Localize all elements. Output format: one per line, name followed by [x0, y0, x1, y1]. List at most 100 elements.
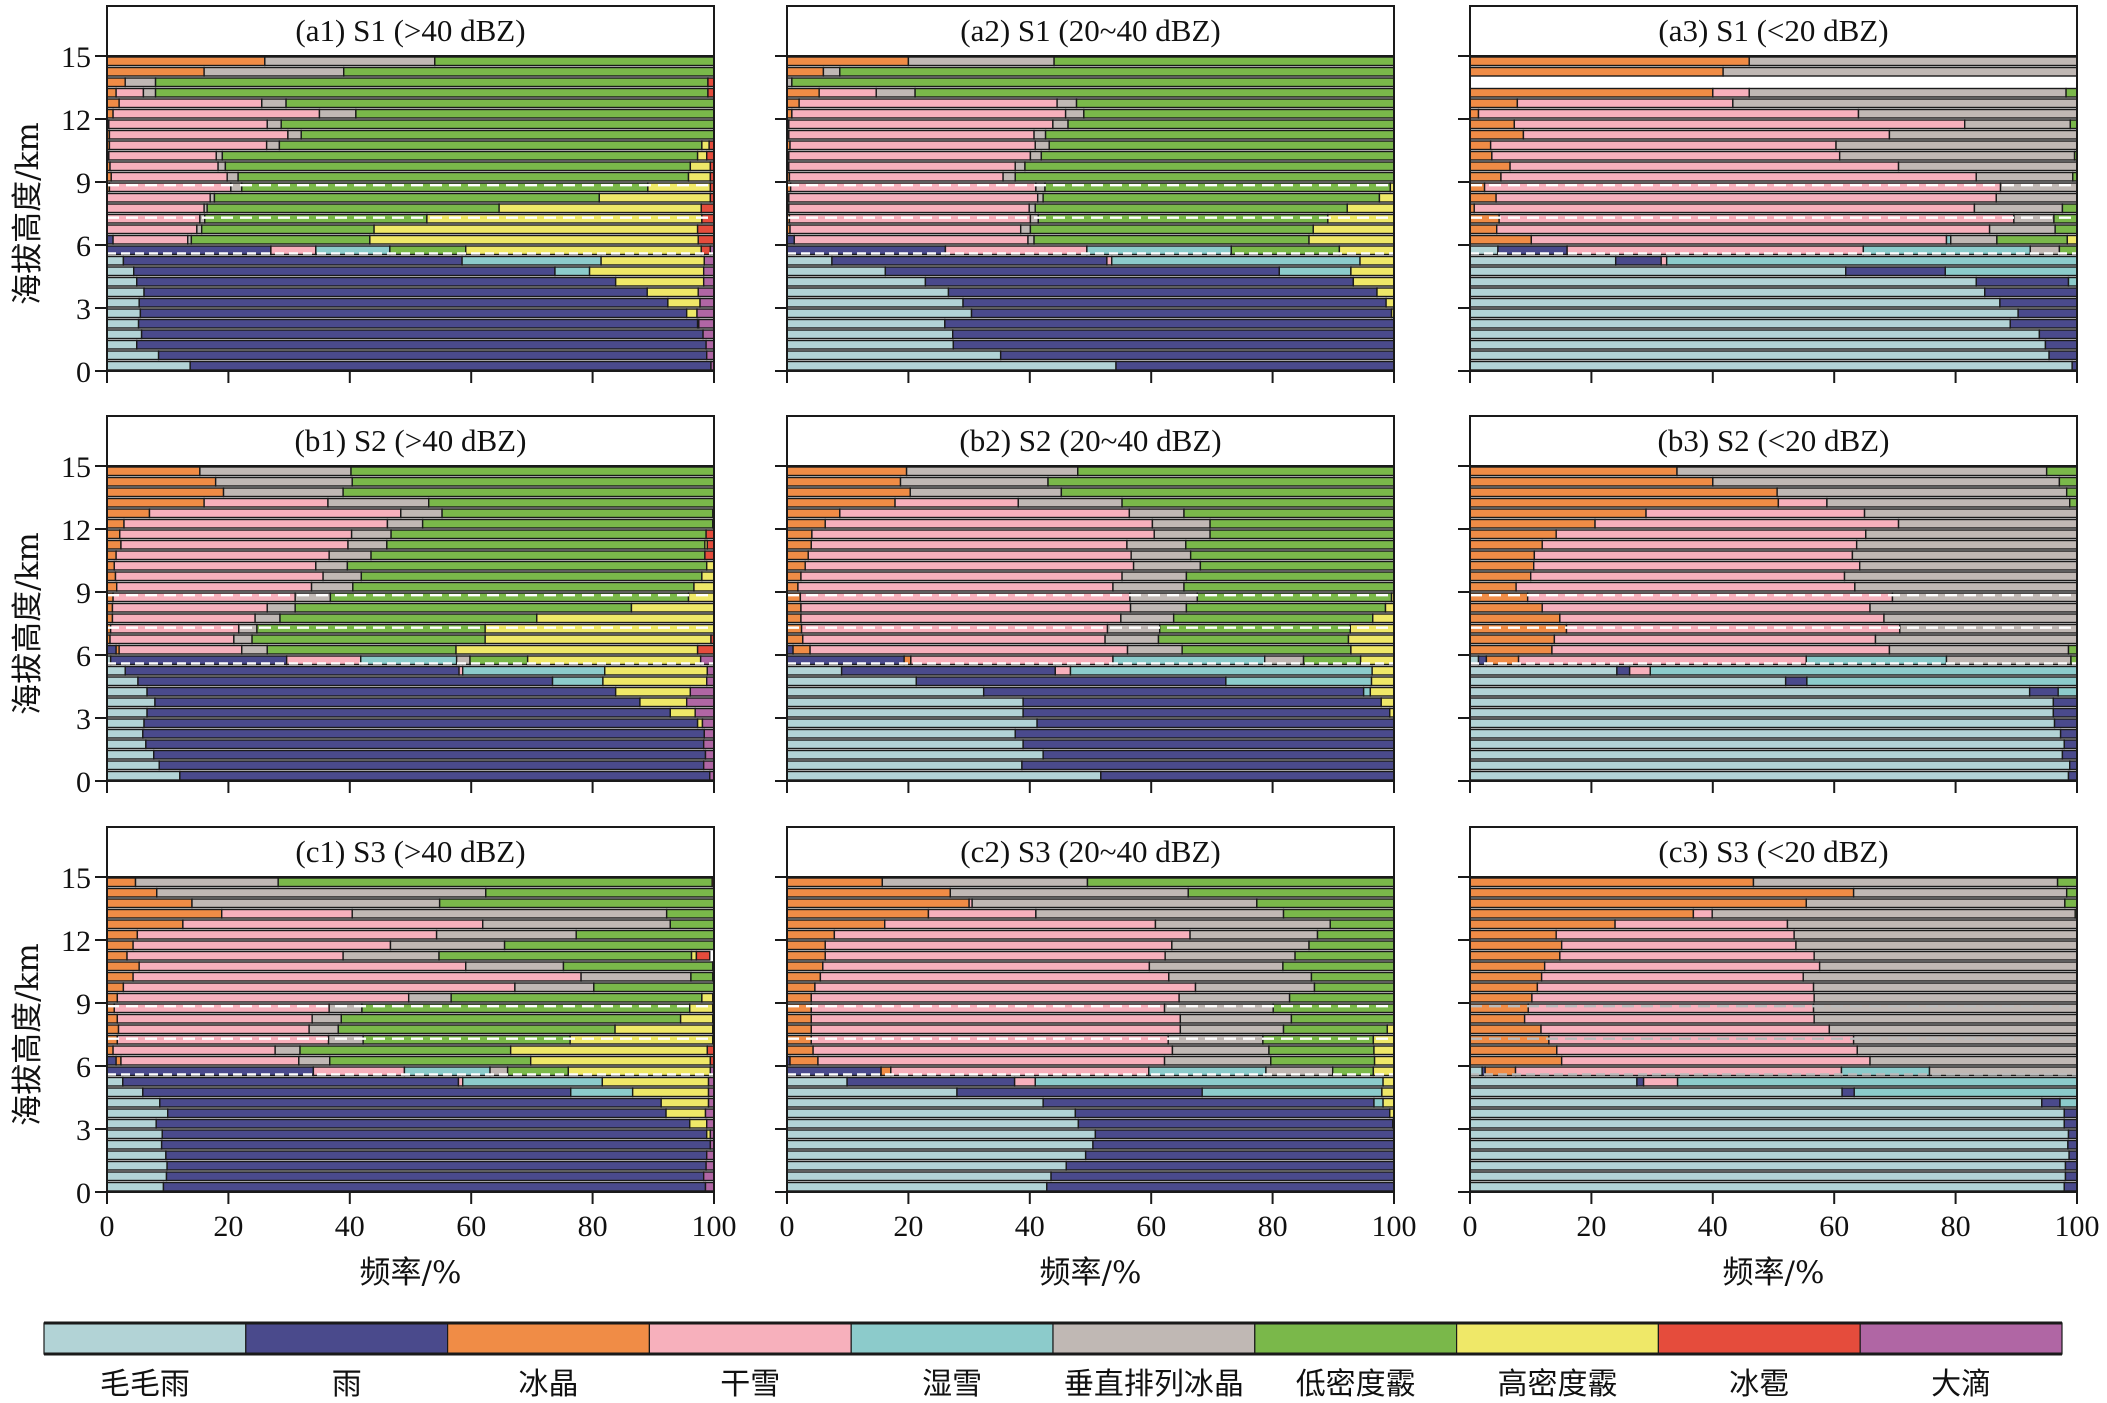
- bar-segment-dry-snow: [109, 161, 219, 172]
- bar-segment-low-density-graupel: [346, 560, 708, 571]
- bar-segment-vertical-ice: [1995, 192, 2078, 203]
- bar-segment-drizzle: [106, 339, 138, 350]
- bar-segment-vertical-ice: [1163, 1003, 1274, 1014]
- bar-segment-big-drops: [694, 707, 715, 718]
- panel-title: (a2) S1 (20~40 dBZ): [960, 13, 1220, 48]
- bar-segment-ice-crystal: [786, 581, 799, 592]
- bar-segment-drizzle: [106, 255, 125, 266]
- bar-segment-high-density-graupel: [1371, 665, 1395, 676]
- bar-segment-high-density-graupel: [1384, 602, 1395, 613]
- bar-segment-vertical-ice: [1874, 634, 2078, 645]
- legend-entry: 垂直排列冰晶: [1052, 1322, 1256, 1402]
- legend-swatch: [245, 1322, 449, 1355]
- bar-segment-low-density-graupel: [2069, 119, 2078, 130]
- bar-segment-dry-snow: [116, 581, 313, 592]
- bar-segment-dry-snow: [927, 908, 1037, 919]
- x-tick-label: 0: [780, 1210, 795, 1243]
- bar-segment-dry-snow: [1560, 940, 1797, 951]
- bar-segment-dry-snow: [1533, 550, 1854, 561]
- bar-segment-drizzle: [1469, 1150, 2070, 1161]
- bar-segment-vertical-ice: [1813, 1013, 2078, 1024]
- bar-segment-dry-snow: [833, 929, 1191, 940]
- bar-segment-rain: [786, 234, 795, 245]
- bar-segment-high-density-graupel: [614, 1024, 714, 1035]
- panel-frame: [786, 826, 1395, 1193]
- bar-segment-rain: [133, 266, 556, 277]
- bar-segment-drizzle: [106, 1139, 163, 1150]
- bar-segment-ice-crystal: [1469, 466, 1678, 477]
- bar-segment-vertical-ice: [1033, 129, 1047, 140]
- bar-segment-vertical-ice: [1852, 887, 2068, 898]
- bar-segment-ice-crystal: [1469, 171, 1502, 182]
- bar-segment-low-density-graupel: [1047, 476, 1395, 487]
- bar-segment-wet-snow: [1649, 665, 2078, 676]
- bar-segment-rain: [944, 318, 1395, 329]
- legend-label: 毛毛雨: [100, 1367, 190, 1402]
- bar-segment-low-density-graupel: [1256, 898, 1395, 909]
- bar-segment-ice-crystal: [1469, 129, 1525, 140]
- bar-segment-high-density-graupel: [1308, 234, 1395, 245]
- panel-frame: [1469, 826, 2078, 1193]
- x-tick-label: 20: [893, 1210, 923, 1243]
- legend-entry: 高密度霰: [1455, 1322, 1659, 1402]
- bar-segment-rain: [159, 1097, 662, 1108]
- bar-segment-dry-snow: [824, 518, 1154, 529]
- panel-a3: (a3) S1 (<20 dBZ): [1458, 5, 2078, 383]
- bar-segment-vertical-ice: [1148, 961, 1284, 972]
- bar-segment-high-density-graupel: [602, 676, 708, 687]
- bar-segment-high-density-graupel: [706, 560, 715, 571]
- bar-segment-rain: [162, 1181, 707, 1192]
- bar-segment-drizzle: [106, 718, 145, 729]
- bar-segment-low-density-graupel: [1290, 1013, 1395, 1024]
- bar-segment-high-density-graupel: [614, 686, 692, 697]
- bar-segment-dry-snow: [136, 929, 438, 940]
- bar-segment-low-density-graupel: [1268, 1045, 1375, 1056]
- bar-segment-hail: [706, 539, 715, 550]
- bar-segment-ice-crystal: [786, 539, 812, 550]
- bar-segment-vertical-ice: [1128, 508, 1185, 519]
- bar-segment-dry-snow: [807, 550, 1132, 561]
- bar-segment-high-density-graupel: [693, 581, 715, 592]
- bar-segment-dry-snow: [1500, 171, 1977, 182]
- bar-segment-vertical-ice: [1795, 940, 2078, 951]
- bar-segment-dry-snow: [1531, 992, 1815, 1003]
- bar-segment-dry-snow: [788, 150, 1032, 161]
- bar-segment-rain: [2063, 1118, 2078, 1129]
- bar-segment-hail: [696, 644, 715, 655]
- bar-segment-rain: [122, 255, 463, 266]
- bar-segment-ice-crystal: [1469, 140, 1492, 151]
- bar-segment-ice-crystal: [106, 98, 120, 109]
- bar-segment-drizzle: [786, 266, 887, 277]
- legend-label: 高密度霰: [1498, 1367, 1618, 1402]
- bar-segment-rain: [2017, 308, 2078, 319]
- bar-segment-ice-crystal: [1469, 1045, 1558, 1056]
- bar-segment-low-density-graupel: [2058, 476, 2078, 487]
- bar-segment-vertical-ice: [1129, 602, 1188, 613]
- bar-segment-vertical-ice: [1883, 613, 2078, 624]
- bar-segment-drizzle: [106, 739, 147, 750]
- bar-segment-drizzle: [786, 1160, 1067, 1171]
- bar-segment-dry-snow: [120, 1055, 300, 1066]
- bar-segment-big-drops: [701, 718, 715, 729]
- bar-segment-rain: [106, 245, 272, 256]
- bar-segment-ice-crystal: [106, 982, 125, 993]
- bar-segment-drizzle: [106, 297, 140, 308]
- y-tick-label: 6: [76, 1051, 91, 1084]
- bar-segment-ice-crystal: [1469, 497, 1780, 508]
- bar-segment-drizzle: [106, 760, 160, 771]
- bar-segment-big-drops: [702, 760, 715, 771]
- bar-segment-vertical-ice: [1126, 644, 1183, 655]
- panels-layer: (a1) S1 (>40 dBZ) 0 3 6 9 12 15 (a2) S1 (20~40 …: [61, 5, 2100, 1243]
- bar-segment-rain: [1022, 739, 1395, 750]
- panel-c2: (c2) S3 (20~40 dBZ) 0 20 40 60 80 100: [775, 826, 1417, 1243]
- bar-segment-low-density-graupel: [350, 466, 715, 477]
- bar-segment-high-density-graupel: [1382, 1076, 1395, 1087]
- bar-segment-drizzle: [1469, 1160, 2067, 1171]
- bar-segment-vertical-ice: [1973, 203, 2064, 214]
- bar-segment-vertical-ice: [1897, 161, 2078, 172]
- bar-segment-vertical-ice: [1722, 66, 2078, 77]
- legend-label: 湿雪: [922, 1367, 982, 1402]
- legend-swatch: [1254, 1322, 1458, 1355]
- bar-segment-ice-crystal: [786, 487, 911, 498]
- bar-segment-big-drops: [699, 297, 715, 308]
